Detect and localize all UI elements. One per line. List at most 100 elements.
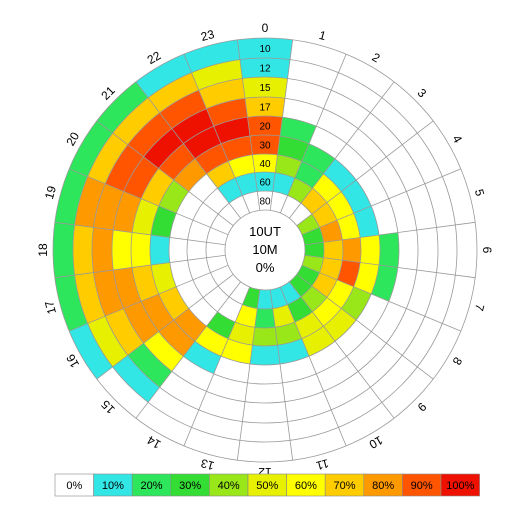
hour-label: 3: [415, 86, 430, 101]
heatmap-cell: [183, 427, 240, 461]
heatmap-cell: [206, 373, 248, 402]
heatmap-cell: [323, 158, 357, 192]
grid-spoke: [301, 264, 462, 332]
grid-spoke: [68, 168, 229, 236]
heatmap-cell: [381, 81, 434, 134]
heatmap-cell: [316, 356, 359, 392]
hour-label: 23: [199, 27, 216, 44]
heatmap-cell: [113, 191, 142, 233]
heatmap-cell: [326, 191, 354, 221]
heatmap-cell: [188, 173, 218, 203]
heatmap-cell: [239, 421, 291, 442]
heatmap-cell: [294, 161, 324, 189]
polar-grid: [52, 37, 478, 463]
heatmap-cell: [247, 116, 283, 136]
heatmap-cell: [416, 227, 438, 273]
heatmap-cell: [402, 316, 443, 367]
ring-label: 60: [259, 178, 271, 189]
hour-label: 5: [472, 188, 487, 198]
heatmap-cell: [371, 156, 407, 199]
grid-spoke: [289, 281, 395, 419]
hour-label: 1: [317, 28, 327, 43]
heatmap-cell: [158, 286, 189, 321]
heatmap-cell: [353, 262, 380, 295]
heatmap-cell: [135, 54, 192, 98]
grid-spoke: [54, 254, 226, 279]
grid-circle: [149, 134, 381, 366]
heatmap-cell: [337, 260, 361, 287]
heatmap-cell: [158, 143, 195, 180]
grid-spoke: [236, 289, 261, 461]
heatmap-cell: [335, 143, 372, 180]
grid-spoke: [54, 221, 226, 246]
heatmap-cell: [220, 338, 253, 365]
heatmap-cell: [282, 373, 324, 402]
heatmap-cell: [309, 126, 347, 159]
heatmap-cell: [148, 72, 199, 113]
heatmap-cell: [277, 338, 310, 365]
heatmap-cell: [242, 191, 260, 214]
heatmap-cell: [331, 387, 382, 428]
hour-label: 16: [63, 351, 82, 370]
heatmap-cell: [342, 237, 362, 263]
heatmap-cell: [239, 58, 291, 79]
grid-spoke: [279, 286, 347, 447]
hour-label: 18: [36, 243, 50, 257]
ring-label: 17: [259, 103, 271, 114]
heatmap-cell: [254, 172, 276, 192]
heatmap-cell: [235, 304, 258, 328]
grid-spoke: [296, 120, 434, 226]
grid-spoke: [96, 120, 234, 226]
legend-label: 90%: [411, 480, 433, 492]
heatmap-cell: [141, 294, 174, 332]
heatmap-cell: [74, 176, 106, 228]
heatmap-cell: [346, 331, 387, 372]
heatmap-cell: [304, 242, 324, 258]
heatmap-cell: [386, 144, 425, 192]
center-line-2: 10M: [252, 242, 277, 257]
heatmap-cell: [277, 135, 310, 162]
center-line-3: 0%: [256, 260, 275, 275]
heatmap-cell: [381, 366, 434, 419]
heatmap-cell: [370, 355, 418, 403]
heatmap-cell: [455, 222, 477, 278]
heatmap-cell: [169, 260, 193, 287]
hour-label: 2: [370, 50, 383, 66]
heatmap-cell: [289, 203, 312, 226]
heatmap-cell: [191, 409, 243, 441]
legend-label: 50%: [256, 480, 278, 492]
heatmap-cell: [150, 234, 170, 266]
hour-label: 9: [414, 400, 429, 415]
grid-spoke: [135, 281, 241, 419]
hour-label: 20: [63, 129, 82, 148]
grid-circle: [130, 115, 400, 385]
heatmap-cell: [301, 326, 336, 357]
grid-spoke: [183, 53, 251, 214]
heatmap-cell: [218, 203, 241, 226]
heatmap-cell: [272, 304, 295, 328]
grid-spoke: [279, 53, 347, 214]
heatmap-cell: [249, 345, 281, 365]
legend-label: 100%: [446, 480, 474, 492]
heatmap-cell: [53, 222, 75, 278]
heatmap-cell: [112, 97, 160, 145]
grid-spoke: [68, 264, 229, 332]
grid-spoke: [96, 274, 234, 380]
heatmap-cell: [312, 173, 342, 203]
heatmap-cell: [356, 294, 389, 332]
heatmap-cell: [159, 371, 207, 410]
grid-spoke: [269, 289, 294, 461]
heatmap-cell: [300, 285, 327, 312]
heatmap-cell: [309, 341, 347, 374]
heatmap-cell: [54, 168, 88, 225]
heatmap-cell: [247, 364, 283, 385]
ring-label: 15: [259, 83, 271, 94]
hour-label: 14: [144, 433, 163, 452]
heatmap-cell: [275, 322, 302, 346]
grid-circle: [91, 76, 439, 424]
heatmap-cell: [150, 205, 177, 238]
grid-spoke: [304, 254, 476, 279]
heatmap-cell: [135, 402, 192, 446]
heatmap-cell: [113, 267, 142, 309]
heatmap-cell: [417, 120, 461, 177]
